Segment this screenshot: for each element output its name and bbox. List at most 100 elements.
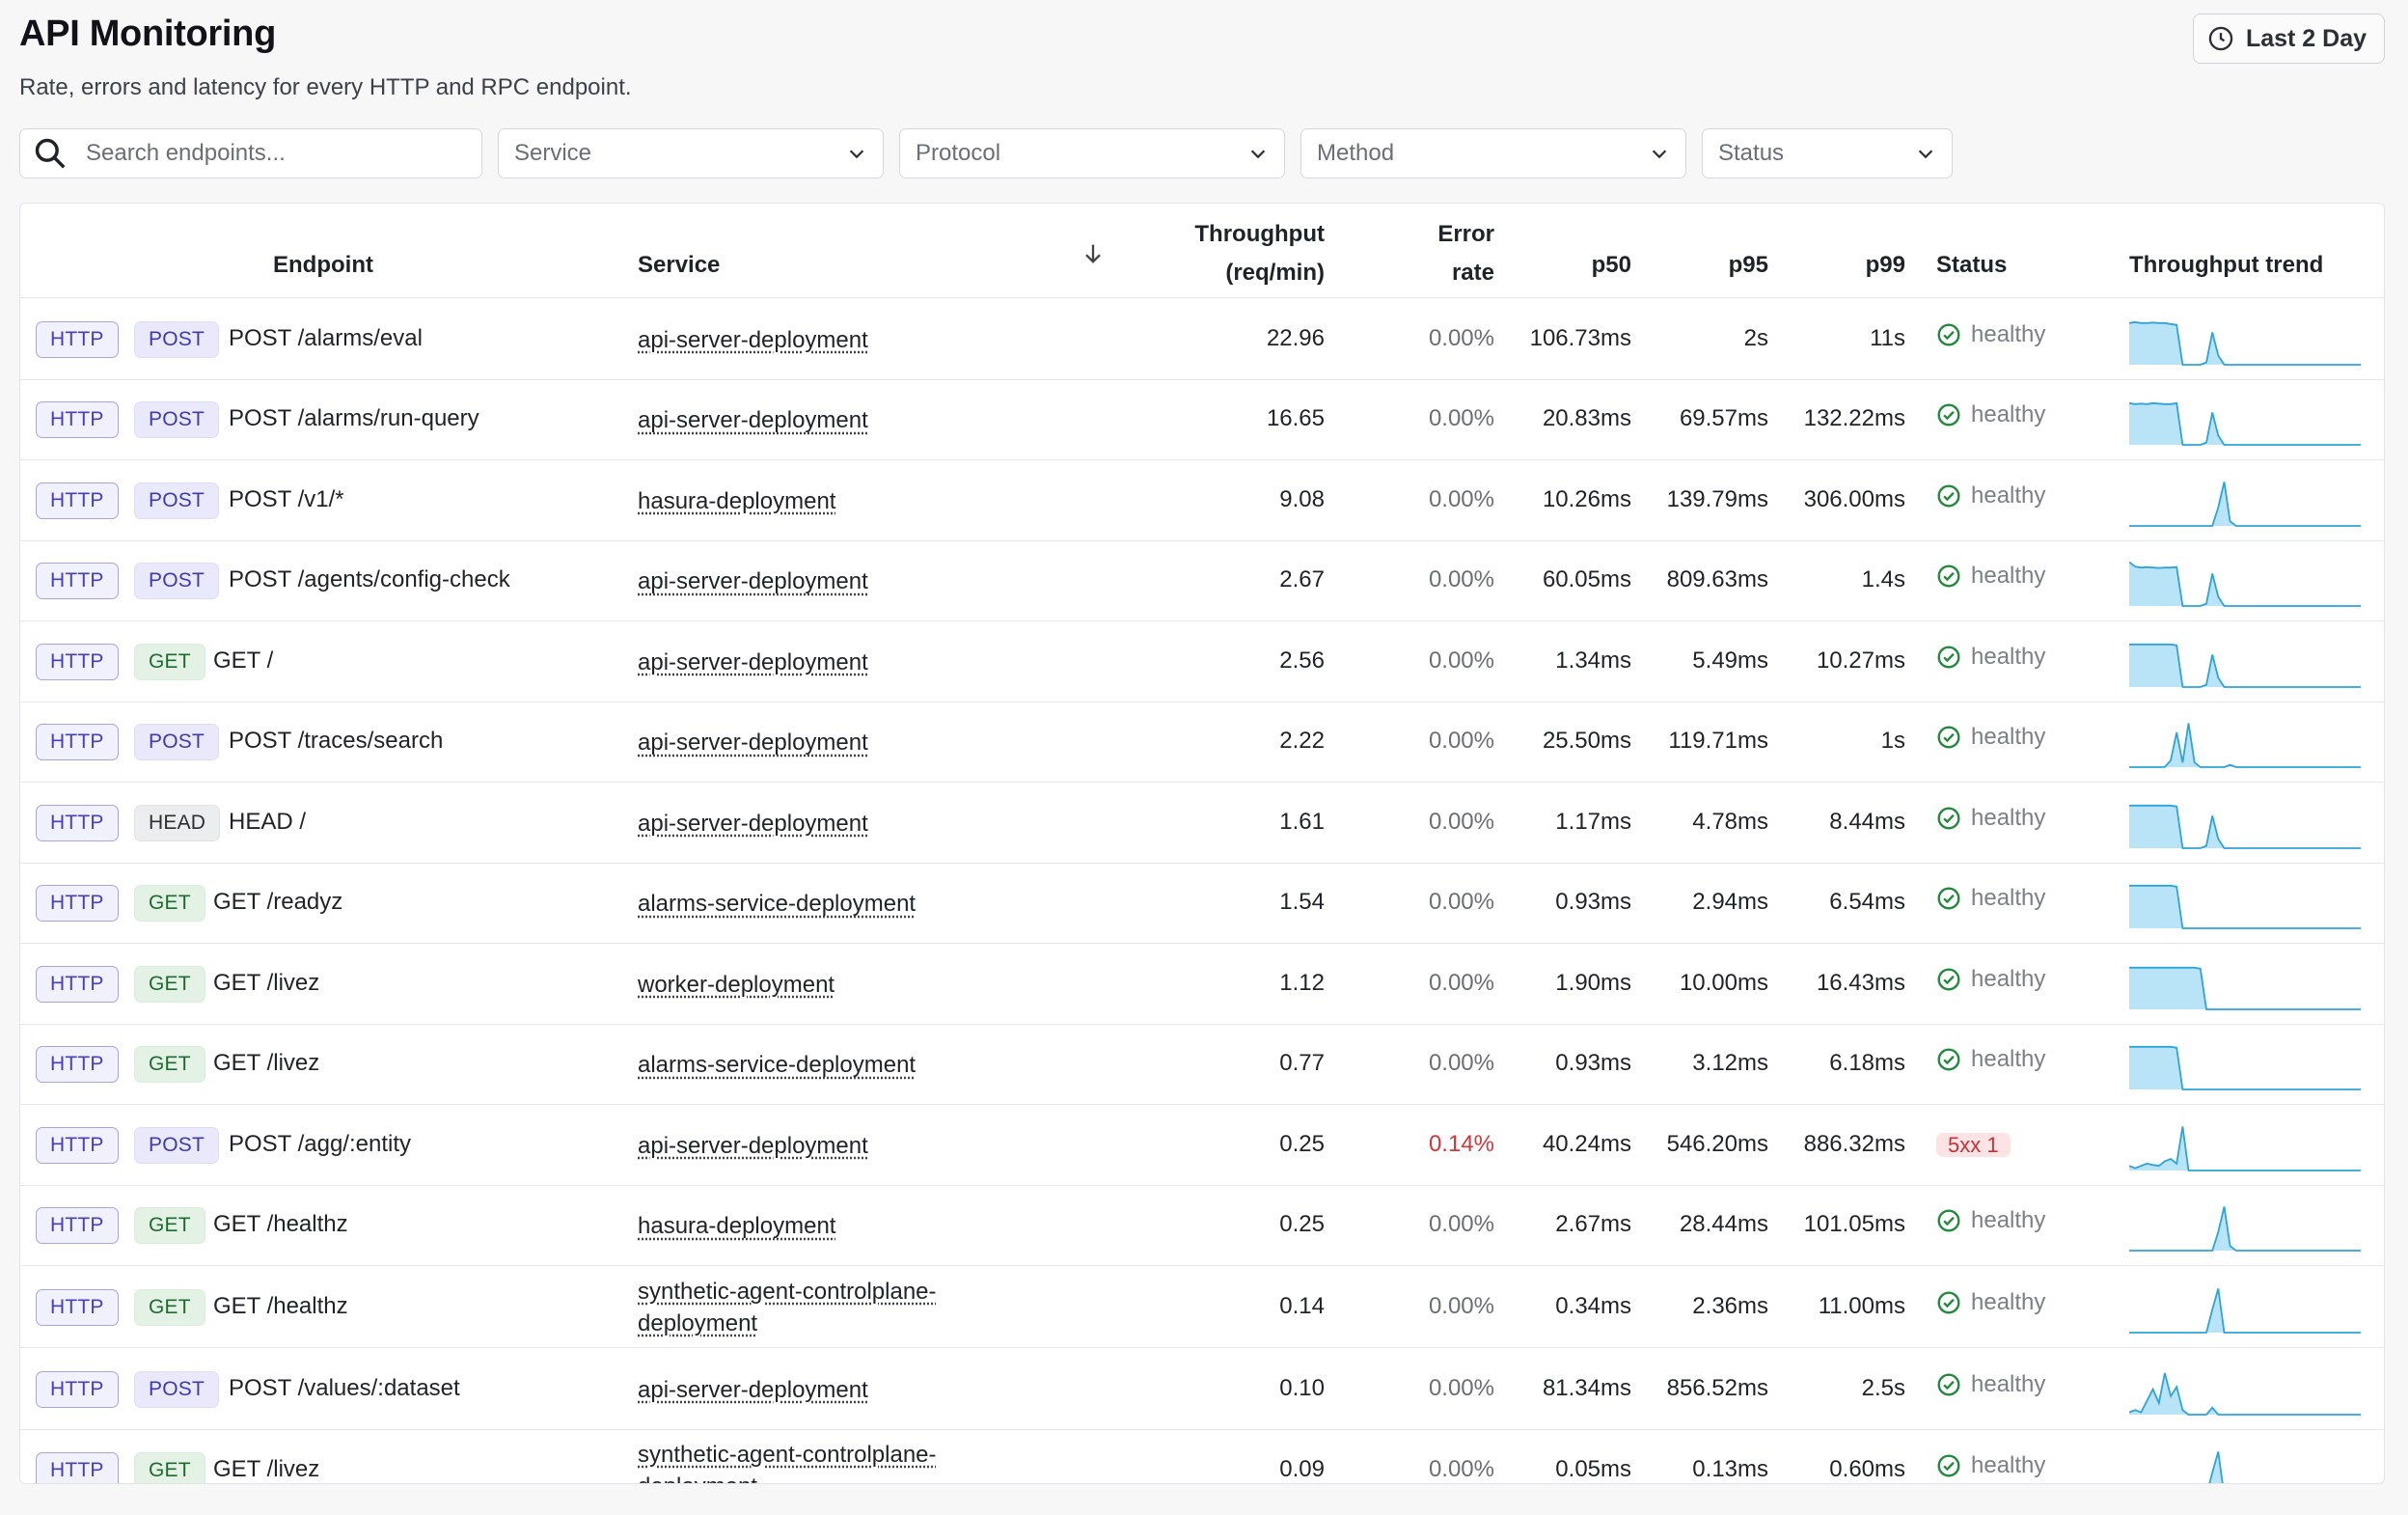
service-link[interactable]: api-server-deployment: [638, 326, 868, 353]
check-circle-icon: [1937, 1291, 1960, 1313]
protocol-tag: HTTP: [36, 643, 119, 680]
table-row[interactable]: HTTP GET GET /readyz alarms-service-deploym…: [20, 864, 2384, 944]
endpoints-table: Endpoint Service Throughput (req/min) Er…: [19, 203, 2385, 1484]
sparkline-line: [2129, 643, 2361, 688]
check-circle-icon: [1937, 646, 1960, 669]
p99-value: 11s: [1870, 324, 1905, 351]
endpoint-path[interactable]: POST /agg/:entity: [229, 1130, 411, 1157]
endpoint-path[interactable]: GET /: [213, 647, 274, 674]
status-label: healthy: [1971, 804, 2046, 831]
protocol-tag: HTTP: [36, 1046, 119, 1084]
service-link[interactable]: api-server-deployment: [638, 568, 868, 595]
check-circle-icon: [1937, 323, 1960, 346]
endpoint-path[interactable]: POST /values/:dataset: [229, 1374, 460, 1401]
table-row[interactable]: HTTP POST POST /agents/config-check api-ser…: [20, 541, 2384, 621]
service-link[interactable]: api-server-deployment: [638, 730, 868, 757]
error-rate-value: 0.00%: [1428, 1211, 1494, 1238]
error-rate-value: 0.00%: [1428, 324, 1494, 351]
protocol-select[interactable]: Protocol: [899, 128, 1285, 179]
endpoint-path[interactable]: GET /livez: [213, 969, 320, 996]
status-select[interactable]: Status: [1702, 128, 1953, 179]
endpoint-path[interactable]: GET /livez: [213, 1455, 320, 1482]
check-circle-icon: [1937, 807, 1960, 830]
header-endpoint[interactable]: Endpoint: [273, 252, 373, 278]
table-row[interactable]: HTTP GET GET /healthz synthetic-agent-contr…: [20, 1266, 2384, 1348]
throughput-sparkline: [2129, 966, 2361, 1010]
throughput-sparkline: [2129, 481, 2361, 527]
service-link[interactable]: api-server-deployment: [638, 407, 868, 434]
arrow-down-icon[interactable]: [1080, 240, 1107, 267]
sparkline-area: [2129, 886, 2361, 929]
endpoint-path[interactable]: POST /traces/search: [229, 728, 444, 755]
table-row[interactable]: HTTP GET GET /livez alarms-service-deployme…: [20, 1025, 2384, 1105]
search-input[interactable]: Search endpoints...: [19, 128, 482, 179]
sparkline-area: [2129, 1372, 2361, 1415]
protocol-tag: HTTP: [36, 965, 119, 1003]
endpoint-path[interactable]: POST /v1/*: [229, 485, 344, 512]
endpoint-path[interactable]: POST /agents/config-check: [229, 566, 510, 593]
p99-value: 1s: [1880, 728, 1905, 755]
p95-value: 5.49ms: [1692, 647, 1768, 674]
service-link[interactable]: api-server-deployment: [638, 1376, 868, 1403]
service-link[interactable]: api-server-deployment: [638, 810, 868, 837]
table-row[interactable]: HTTP POST POST /agg/:entity api-server-depl…: [20, 1105, 2384, 1186]
service-link[interactable]: synthetic-agent-controlplane-deployment: [638, 1278, 937, 1336]
sparkline-line: [2129, 402, 2361, 447]
protocol-tag: HTTP: [36, 1451, 119, 1483]
endpoint-path[interactable]: HEAD /: [229, 808, 307, 835]
table-row[interactable]: HTTP HEAD HEAD / api-server-deployment 1.61 0…: [20, 783, 2384, 864]
table-row[interactable]: HTTP GET GET /livez synthetic-agent-control…: [20, 1430, 2384, 1483]
error-rate-value: 0.00%: [1428, 485, 1494, 512]
p50-value: 0.34ms: [1555, 1292, 1631, 1319]
service-link[interactable]: worker-deployment: [638, 971, 835, 998]
p50-value: 0.93ms: [1555, 889, 1631, 916]
header-throughput-line1: Throughput: [1194, 221, 1325, 247]
endpoint-path[interactable]: GET /healthz: [213, 1292, 348, 1319]
service-link[interactable]: synthetic-agent-controlplane-deployment: [638, 1441, 937, 1483]
header-throughput[interactable]: Throughput (req/min): [1159, 215, 1325, 292]
service-link[interactable]: hasura-deployment: [638, 1213, 836, 1240]
throughput-sparkline: [2129, 643, 2361, 688]
table-row[interactable]: HTTP POST POST /values/:dataset api-server-…: [20, 1348, 2384, 1430]
header-p99[interactable]: p99: [1865, 252, 1905, 278]
protocol-tag: HTTP: [36, 401, 119, 439]
header-throughput-trend: Throughput trend: [2129, 252, 2324, 278]
service-link[interactable]: api-server-deployment: [638, 648, 868, 675]
method-select[interactable]: Method: [1300, 128, 1686, 179]
endpoint-path[interactable]: POST /alarms/run-query: [229, 405, 479, 432]
method-tag: POST: [134, 563, 219, 600]
method-tag: GET: [134, 965, 205, 1003]
header-p95[interactable]: p95: [1728, 252, 1768, 278]
time-range-button[interactable]: Last 2 Day: [2192, 14, 2385, 64]
header-error-rate[interactable]: Error rate: [1371, 215, 1494, 292]
table-row[interactable]: HTTP GET GET /livez worker-deployment 1.12 0.…: [20, 944, 2384, 1025]
throughput-sparkline: [2129, 1287, 2361, 1334]
service-link[interactable]: hasura-deployment: [638, 487, 836, 514]
header-service[interactable]: Service: [638, 252, 721, 278]
table-row[interactable]: HTTP POST POST /v1/* hasura-deployment 9.08 0…: [20, 460, 2384, 541]
error-rate-value: 0.00%: [1428, 566, 1494, 593]
service-link[interactable]: api-server-deployment: [638, 1132, 868, 1159]
endpoint-path[interactable]: POST /alarms/eval: [229, 324, 423, 351]
table-row[interactable]: HTTP GET GET /healthz hasura-deployment 0.25…: [20, 1186, 2384, 1266]
status-cell: healthy: [1936, 966, 2045, 993]
endpoint-path[interactable]: GET /healthz: [213, 1211, 348, 1238]
service-link[interactable]: alarms-service-deployment: [638, 1052, 917, 1079]
endpoint-path[interactable]: GET /readyz: [213, 889, 343, 916]
service-link[interactable]: alarms-service-deployment: [638, 891, 917, 918]
throughput-value: 16.65: [1266, 405, 1325, 432]
p99-value: 1.4s: [1861, 566, 1905, 593]
header-status[interactable]: Status: [1936, 252, 2008, 278]
table-row[interactable]: HTTP POST POST /alarms/eval api-server-depl…: [20, 299, 2384, 380]
p50-value: 25.50ms: [1542, 728, 1631, 755]
p50-value: 1.34ms: [1555, 647, 1631, 674]
header-p50[interactable]: p50: [1591, 252, 1631, 278]
sparkline-area: [2129, 805, 2361, 848]
endpoint-path[interactable]: GET /livez: [213, 1050, 320, 1077]
error-rate-value: 0.00%: [1428, 1455, 1494, 1482]
table-row[interactable]: HTTP POST POST /traces/search api-server-de…: [20, 702, 2384, 783]
table-row[interactable]: HTTP GET GET / api-server-deployment 2.56 0.0…: [20, 621, 2384, 702]
sparkline-area: [2129, 1287, 2361, 1333]
table-row[interactable]: HTTP POST POST /alarms/run-query api-server…: [20, 380, 2384, 460]
service-select[interactable]: Service: [498, 128, 884, 179]
